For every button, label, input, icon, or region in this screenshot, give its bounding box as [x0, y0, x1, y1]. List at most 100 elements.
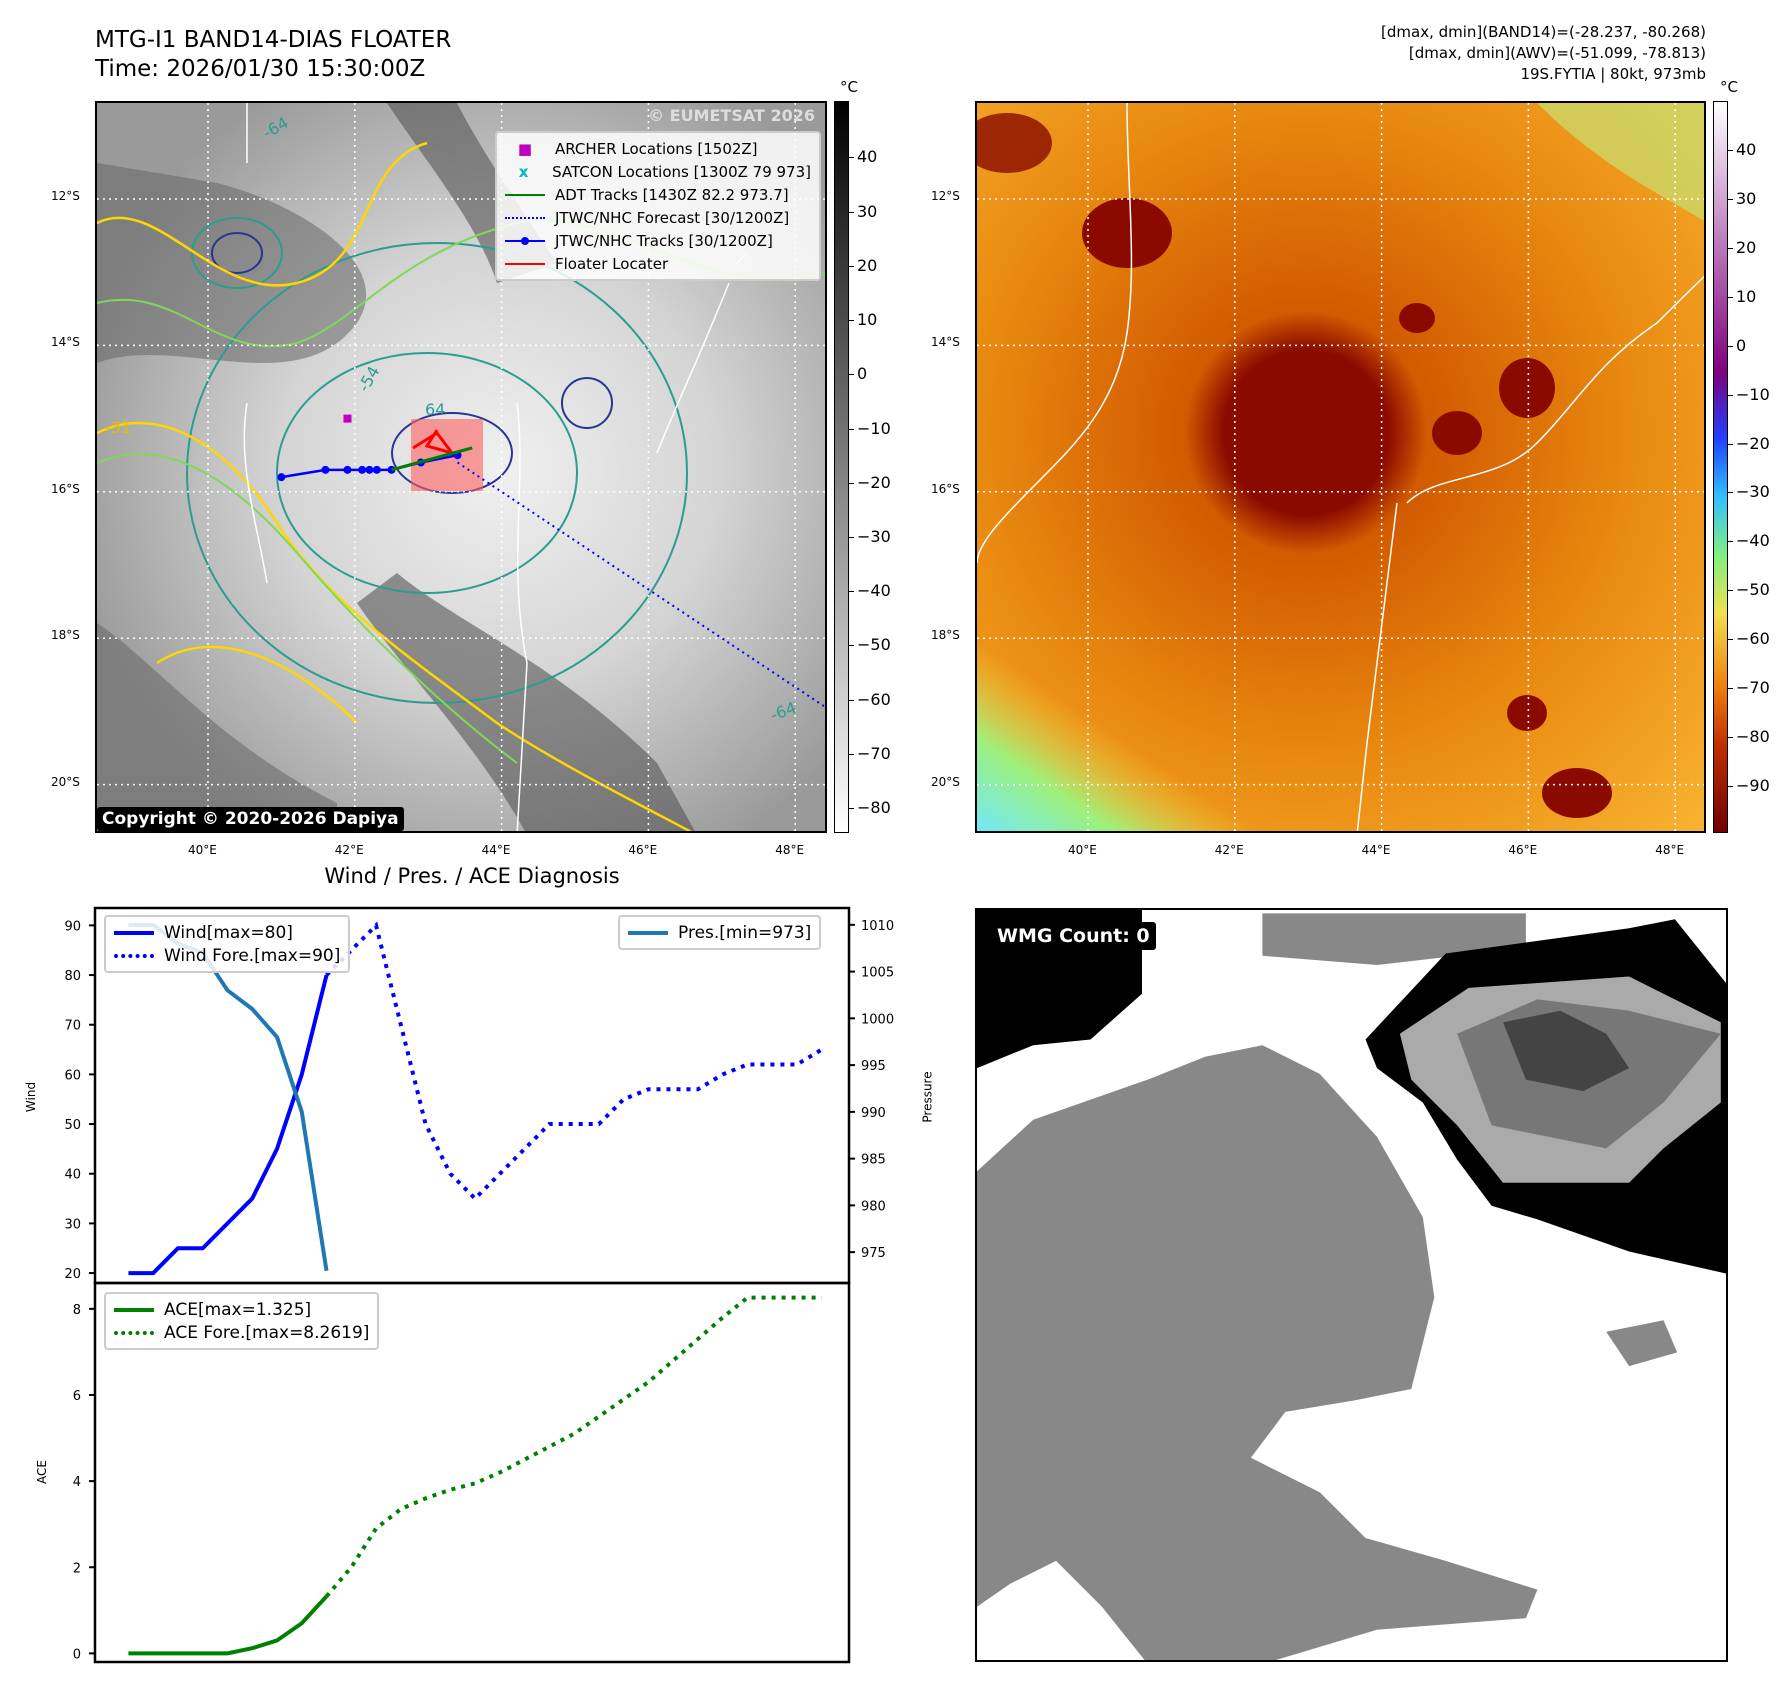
y-tick-label: 6 [73, 1389, 81, 1404]
pressure-legend: Pres.[min=973] [618, 915, 822, 950]
legend-swatch [505, 236, 545, 245]
colorbar-tick [849, 428, 854, 430]
colorbar-tick-label: −30 [1736, 482, 1770, 502]
colorbar-tick-label: −20 [1736, 433, 1770, 453]
wmg-image [977, 910, 1726, 1660]
jtwc-track-point [321, 465, 330, 474]
colorbar-tick [1728, 688, 1733, 690]
lon-tick-label: 40°E [188, 843, 217, 857]
map-legend-item: ■ ARCHER Locations [1502Z] [505, 137, 811, 160]
y-tick-label: 2 [73, 1561, 81, 1576]
legend-swatch-ace-fore [114, 1330, 154, 1335]
title-time: Time: 2026/01/30 15:30:00Z [95, 56, 426, 82]
legend-swatch [505, 193, 545, 196]
legend-wind: Wind[max=80] [164, 922, 293, 943]
map-legend-label: ARCHER Locations [1502Z] [555, 139, 758, 158]
colorbar-tick-label: −50 [1736, 580, 1770, 600]
legend-swatch-pressure [628, 930, 668, 935]
lat-tick-label: 18°S [51, 628, 80, 643]
y-tick-label: 20 [64, 1267, 81, 1282]
y-tick-label: 50 [64, 1118, 81, 1133]
map-legend-item: Floater Locater [505, 252, 811, 275]
contour-label: 64 [425, 400, 445, 419]
y-tick-label: 40 [64, 1168, 81, 1183]
copyright-label: Copyright © 2020-2026 Dapiya [97, 807, 404, 831]
y2-tick-label: 975 [861, 1246, 886, 1261]
colorbar-tick [1728, 541, 1733, 543]
awv-map-panel [975, 101, 1706, 833]
colorbar-tick [849, 808, 854, 810]
colorbar-tick [849, 753, 854, 755]
lat-tick-label: 14°S [931, 335, 960, 350]
lat-tick-label: 12°S [51, 189, 80, 203]
awv-range: [dmax, dmin](AWV)=(-51.099, -78.813) [1408, 44, 1706, 62]
colorbar-tick-label: 20 [857, 255, 878, 275]
colorbar-tick-label: 30 [1736, 188, 1757, 208]
colorbar-tick-label: −80 [857, 798, 891, 818]
colorbar-tick [1728, 198, 1733, 200]
wmg-gray-region [977, 1045, 1538, 1660]
colorbar-tick [1728, 345, 1733, 347]
y2-tick-label: 980 [861, 1199, 886, 1214]
colorbar-awv-unit: °C [1720, 78, 1738, 96]
adt-track [391, 446, 473, 472]
legend-swatch: x [518, 162, 529, 181]
colorbar-tick-label: −50 [857, 635, 891, 655]
colorbar-gray-unit: °C [840, 78, 858, 96]
map-legend-label: JTWC/NHC Tracks [30/1200Z] [555, 231, 773, 250]
colorbar-tick-label: −10 [857, 418, 891, 438]
legend-swatch [505, 262, 545, 265]
lon-tick-label: 44°E [481, 843, 511, 857]
lat-tick-label: 16°S [51, 481, 80, 496]
lat-tick-label: 20°S [51, 774, 80, 789]
series-line-wind-fore- [325, 921, 823, 1202]
wmg-panel: WMG Count: 0 [975, 908, 1728, 1662]
colorbar-tick [1728, 296, 1733, 298]
y-tick-label: 60 [64, 1068, 81, 1083]
lon-tick-label: 46°E [1508, 843, 1538, 857]
colorbar-tick-label: 10 [1736, 286, 1757, 306]
colorbar-tick [1728, 786, 1733, 788]
colorbar-tick-label: 30 [857, 201, 878, 221]
series-line-ace-fore- [325, 1295, 822, 1598]
colorbar-tick [849, 591, 854, 593]
y2-tick-label: 1005 [861, 966, 894, 981]
colorbar-tick-label: −40 [857, 581, 891, 601]
colorbar-tick [849, 157, 854, 159]
band14-range: [dmax, dmin](BAND14)=(-28.237, -80.268) [1381, 23, 1706, 41]
ace-axis-label: ACE [34, 1460, 49, 1484]
y2-tick-label: 995 [861, 1059, 886, 1074]
colorbar-awv [1713, 101, 1728, 833]
eumetsat-watermark: © EUMETSAT 2026 [648, 106, 815, 125]
y2-tick-label: 1010 [861, 919, 894, 934]
colorbar-tick [849, 265, 854, 267]
series-line-ace [128, 1594, 328, 1656]
wmg-dark-region [1503, 1010, 1630, 1092]
colorbar-tick-label: 40 [857, 147, 878, 167]
jtwc-track-point [358, 465, 367, 474]
lon-tick-label: 42°E [334, 843, 364, 857]
map-legend-label: Floater Locater [555, 254, 669, 273]
y2-tick-label: 985 [861, 1153, 886, 1168]
colorbar-tick [1728, 492, 1733, 494]
lon-tick-label: 44°E [1361, 843, 1391, 857]
wind-legend: Wind[max=80] Wind Fore.[max=90] [104, 915, 351, 973]
info-text: [dmax, dmin](BAND14)=(-28.237, -80.268) … [1381, 22, 1706, 85]
wmg-gray-region [1606, 1320, 1678, 1367]
colorbar-tick-label: 0 [1736, 335, 1747, 355]
colorbar-tick [849, 699, 854, 701]
legend-swatch-wind-fore [114, 953, 154, 958]
colorbar-tick [849, 645, 854, 647]
chart-title: Wind / Pres. / ACE Diagnosis [324, 864, 620, 888]
legend-ace-fore: ACE Fore.[max=8.2619] [164, 1322, 370, 1343]
colorbar-tick [849, 482, 854, 484]
y2-tick-label: 1000 [861, 1012, 894, 1027]
colorbar-tick [1728, 737, 1733, 739]
map-gridlines [977, 103, 1704, 831]
colorbar-tick [849, 211, 854, 213]
legend-wind-fore: Wind Fore.[max=90] [164, 945, 341, 966]
contour-label: -31 [105, 418, 131, 437]
figure-title: MTG-I1 BAND14-DIAS FLOATER Time: 2026/01… [95, 26, 451, 84]
colorbar-tick-label: 10 [857, 310, 878, 330]
